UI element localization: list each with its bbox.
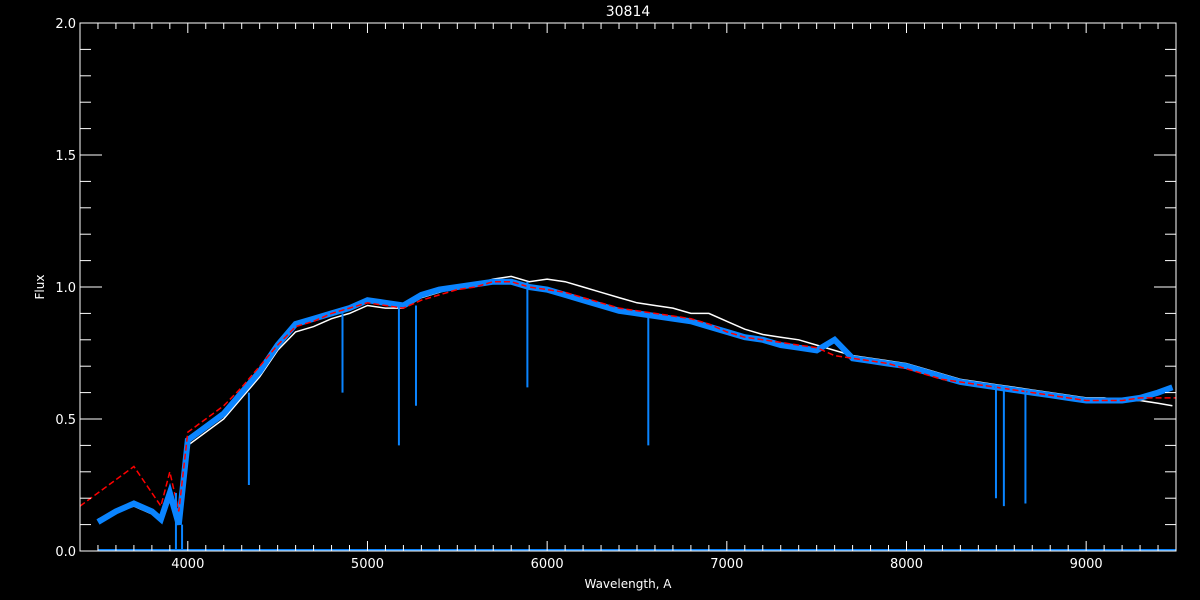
chart-title: 30814	[606, 4, 651, 20]
y-tick-label: 1.5	[55, 149, 76, 164]
x-tick-label: 8000	[890, 557, 923, 572]
plot-frame	[79, 22, 1177, 552]
y-tick-label: 2.0	[55, 17, 76, 32]
x-tick-label: 5000	[351, 557, 384, 572]
y-axis-label: Flux	[33, 275, 47, 300]
x-tick-label: 7000	[710, 557, 743, 572]
x-tick-label: 9000	[1070, 557, 1103, 572]
series-line-1	[96, 278, 1174, 526]
y-tick-label: 0.0	[55, 545, 76, 560]
y-tick-label: 1.0	[55, 281, 76, 296]
x-tick-label: 4000	[171, 557, 204, 572]
x-axis-label: Wavelength, A	[584, 577, 672, 591]
y-tick-label: 0.5	[55, 413, 76, 428]
series-line-2	[79, 280, 1176, 512]
x-tick-label: 6000	[531, 557, 564, 572]
